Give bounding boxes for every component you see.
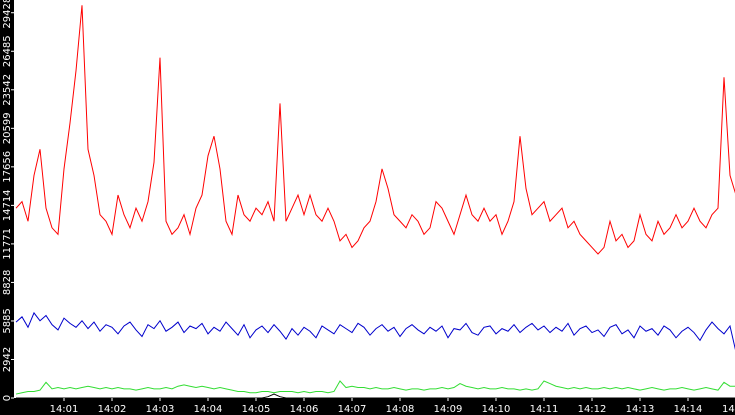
x-axis-strip [0,398,735,415]
series-line [15,380,735,395]
y-axis-strip [0,0,14,415]
x-tick-label: 14:08 [386,404,415,415]
x-tick-label: 14:07 [338,404,367,415]
x-tick-label: 14:01 [50,404,79,415]
y-tick-label: 11771 [2,228,13,260]
x-tick-label: 14:11 [530,404,559,415]
plot-area [15,5,735,398]
x-tick-label: 14:09 [434,404,463,415]
y-tick-label: 2942 [2,347,13,372]
x-tick-label: 14:02 [98,404,127,415]
x-tick-label: 14:04 [194,404,223,415]
x-tick-label: 14:05 [242,404,271,415]
x-tick-label: 14:14 [674,404,703,415]
x-tick-label: 14:12 [578,404,607,415]
x-tick-label: 14 [722,404,735,415]
y-tick-label: 20599 [2,112,13,144]
y-tick-label: 29428 [2,0,13,29]
series-line [16,393,735,398]
y-tick-label: 26485 [2,35,13,67]
series-line [15,5,735,255]
series-line [15,311,735,351]
x-tick-label: 14:10 [482,404,511,415]
x-tick-label: 14:13 [626,404,655,415]
y-tick-label: 23542 [2,74,13,106]
x-tick-label: 14:06 [290,404,319,415]
y-tick-label: 0 [2,395,13,401]
y-tick-label: 14714 [2,189,13,221]
x-tick-label: 14:03 [146,404,175,415]
y-tick-label: 5885 [2,308,13,333]
y-tick-label: 17656 [2,151,13,183]
y-tick-label: 8828 [2,270,13,295]
